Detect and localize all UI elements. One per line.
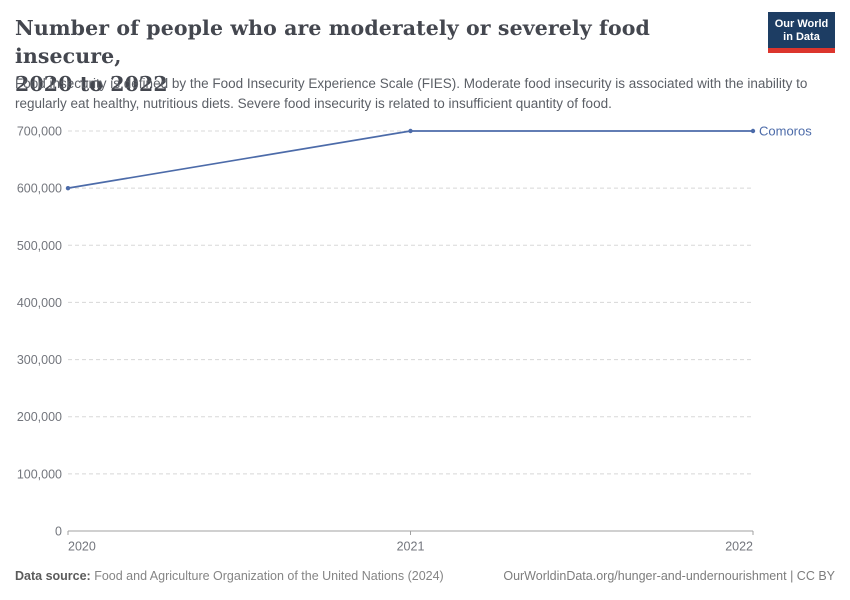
x-axis-tick-label: 2021: [397, 540, 425, 554]
y-axis-tick-label: 400,000: [17, 296, 62, 310]
y-axis-tick-label: 600,000: [17, 182, 62, 196]
chart-title: Number of people who are moderately or s…: [15, 14, 755, 98]
x-axis-tick-label: 2022: [725, 540, 753, 554]
y-axis-tick-label: 500,000: [17, 239, 62, 253]
chart-subtitle: Food insecurity is defined by the Food I…: [15, 76, 808, 111]
owid-cc-link[interactable]: OurWorldinData.org/hunger-and-undernouri…: [503, 569, 835, 583]
y-axis-tick-label: 100,000: [17, 467, 62, 481]
data-source-text: Food and Agriculture Organization of the…: [90, 569, 444, 583]
chart-title-line2: 2020 to 2022: [15, 72, 168, 96]
owid-logo-redbar: [768, 48, 835, 53]
data-point[interactable]: [408, 128, 413, 134]
y-axis-tick-label: 0: [55, 525, 62, 539]
y-axis-tick-label: 700,000: [17, 125, 62, 139]
data-line-comoros[interactable]: [67, 130, 753, 189]
owid-logo-text: Our World in Data: [768, 12, 835, 48]
owid-logo[interactable]: Our World in Data: [768, 12, 835, 53]
x-axis-tick-label: 2020: [68, 540, 96, 554]
data-source-label: Data source:: [15, 569, 91, 583]
series-label-comoros[interactable]: Comoros: [759, 124, 812, 139]
data-point[interactable]: [65, 185, 71, 191]
y-axis-tick-label: 300,000: [17, 353, 62, 367]
y-axis-tick-label: 200,000: [17, 410, 62, 424]
chart-title-line1: Number of people who are moderately or s…: [15, 16, 650, 68]
data-point[interactable]: [750, 128, 756, 134]
data-source-note: Data source: Food and Agriculture Organi…: [15, 569, 444, 583]
chart-footer: Data source: Food and Agriculture Organi…: [15, 569, 835, 583]
